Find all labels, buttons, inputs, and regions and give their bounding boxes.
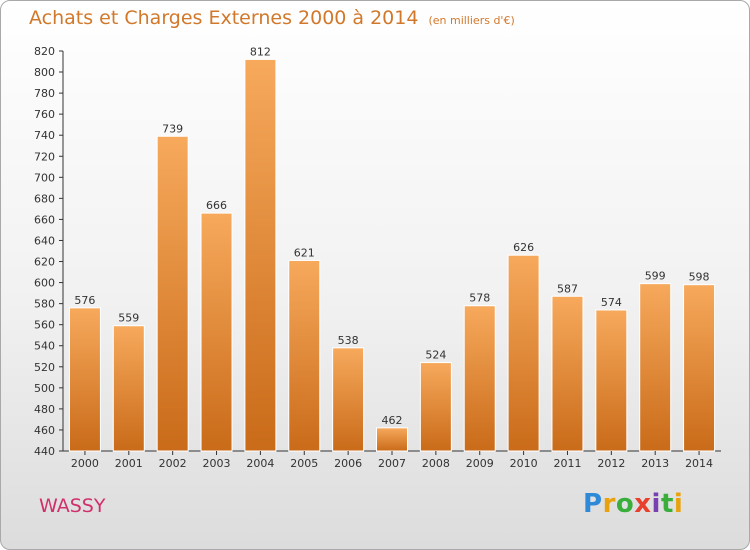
x-tick-label: 2000	[71, 457, 99, 470]
y-tick-label: 720	[34, 150, 55, 163]
bar-2002	[156, 135, 189, 452]
data-label: 666	[206, 199, 227, 212]
data-label: 812	[250, 45, 271, 58]
y-tick-label: 580	[34, 298, 55, 311]
data-label: 578	[469, 292, 490, 305]
y-tick-label: 460	[34, 424, 55, 437]
bar-2004	[244, 58, 277, 452]
x-tick-label: 2006	[334, 457, 362, 470]
x-tick-label: 2004	[246, 457, 274, 470]
title-text: Achats et Charges Externes 2000 à 2014	[29, 7, 419, 29]
bar-2006	[332, 347, 365, 452]
chart-title: Achats et Charges Externes 2000 à 2014 (e…	[29, 7, 515, 29]
bar-2009	[463, 305, 496, 452]
data-label: 462	[382, 414, 403, 427]
data-label: 559	[118, 312, 139, 325]
x-tick-label: 2014	[685, 457, 713, 470]
x-tick-label: 2002	[159, 457, 187, 470]
x-tick-label: 2007	[378, 457, 406, 470]
y-tick-label: 800	[34, 66, 55, 79]
x-tick-label: 2009	[466, 457, 494, 470]
bar-2008	[419, 362, 452, 452]
data-label: 598	[689, 271, 710, 284]
data-label: 621	[294, 246, 315, 259]
title-unit: (en milliers d'€)	[428, 14, 515, 27]
bar-2001	[112, 325, 145, 452]
y-tick-label: 680	[34, 192, 55, 205]
bar-2000	[68, 307, 101, 452]
y-tick-label: 660	[34, 213, 55, 226]
y-tick-label: 760	[34, 108, 55, 121]
proxiti-logo: Proxiti	[583, 489, 684, 519]
bar-2014	[683, 284, 716, 452]
bar-2011	[551, 295, 584, 452]
data-label: 626	[513, 241, 534, 254]
commune-name: WASSY	[39, 495, 106, 517]
data-label: 587	[557, 282, 578, 295]
y-tick-label: 500	[34, 382, 55, 395]
data-label: 599	[645, 270, 666, 283]
bar-2012	[595, 309, 628, 452]
y-tick-label: 540	[34, 340, 55, 353]
y-tick-label: 520	[34, 361, 55, 374]
data-label: 574	[601, 296, 622, 309]
x-tick-label: 2001	[115, 457, 143, 470]
data-label: 739	[162, 122, 183, 135]
y-tick-label: 560	[34, 319, 55, 332]
y-tick-label: 700	[34, 171, 55, 184]
y-tick-label: 480	[34, 403, 55, 416]
data-label: 524	[425, 349, 446, 362]
x-tick-label: 2013	[641, 457, 669, 470]
y-tick-label: 820	[34, 45, 55, 58]
data-label: 576	[74, 294, 95, 307]
y-tick-label: 620	[34, 256, 55, 269]
x-tick-label: 2012	[597, 457, 625, 470]
y-tick-label: 780	[34, 87, 55, 100]
bar-2005	[288, 259, 321, 452]
x-tick-label: 2008	[422, 457, 450, 470]
x-tick-label: 2010	[510, 457, 538, 470]
bar-2007	[376, 427, 408, 452]
y-tick-label: 640	[34, 234, 55, 247]
bar-2010	[507, 254, 540, 452]
x-tick-label: 2011	[553, 457, 581, 470]
x-tick-label: 2003	[203, 457, 231, 470]
bar-2003	[200, 212, 233, 452]
data-label: 538	[338, 334, 359, 347]
y-tick-label: 740	[34, 129, 55, 142]
y-tick-label: 440	[34, 445, 55, 458]
x-tick-label: 2005	[290, 457, 318, 470]
bar-2013	[639, 283, 672, 452]
y-tick-label: 600	[34, 277, 55, 290]
